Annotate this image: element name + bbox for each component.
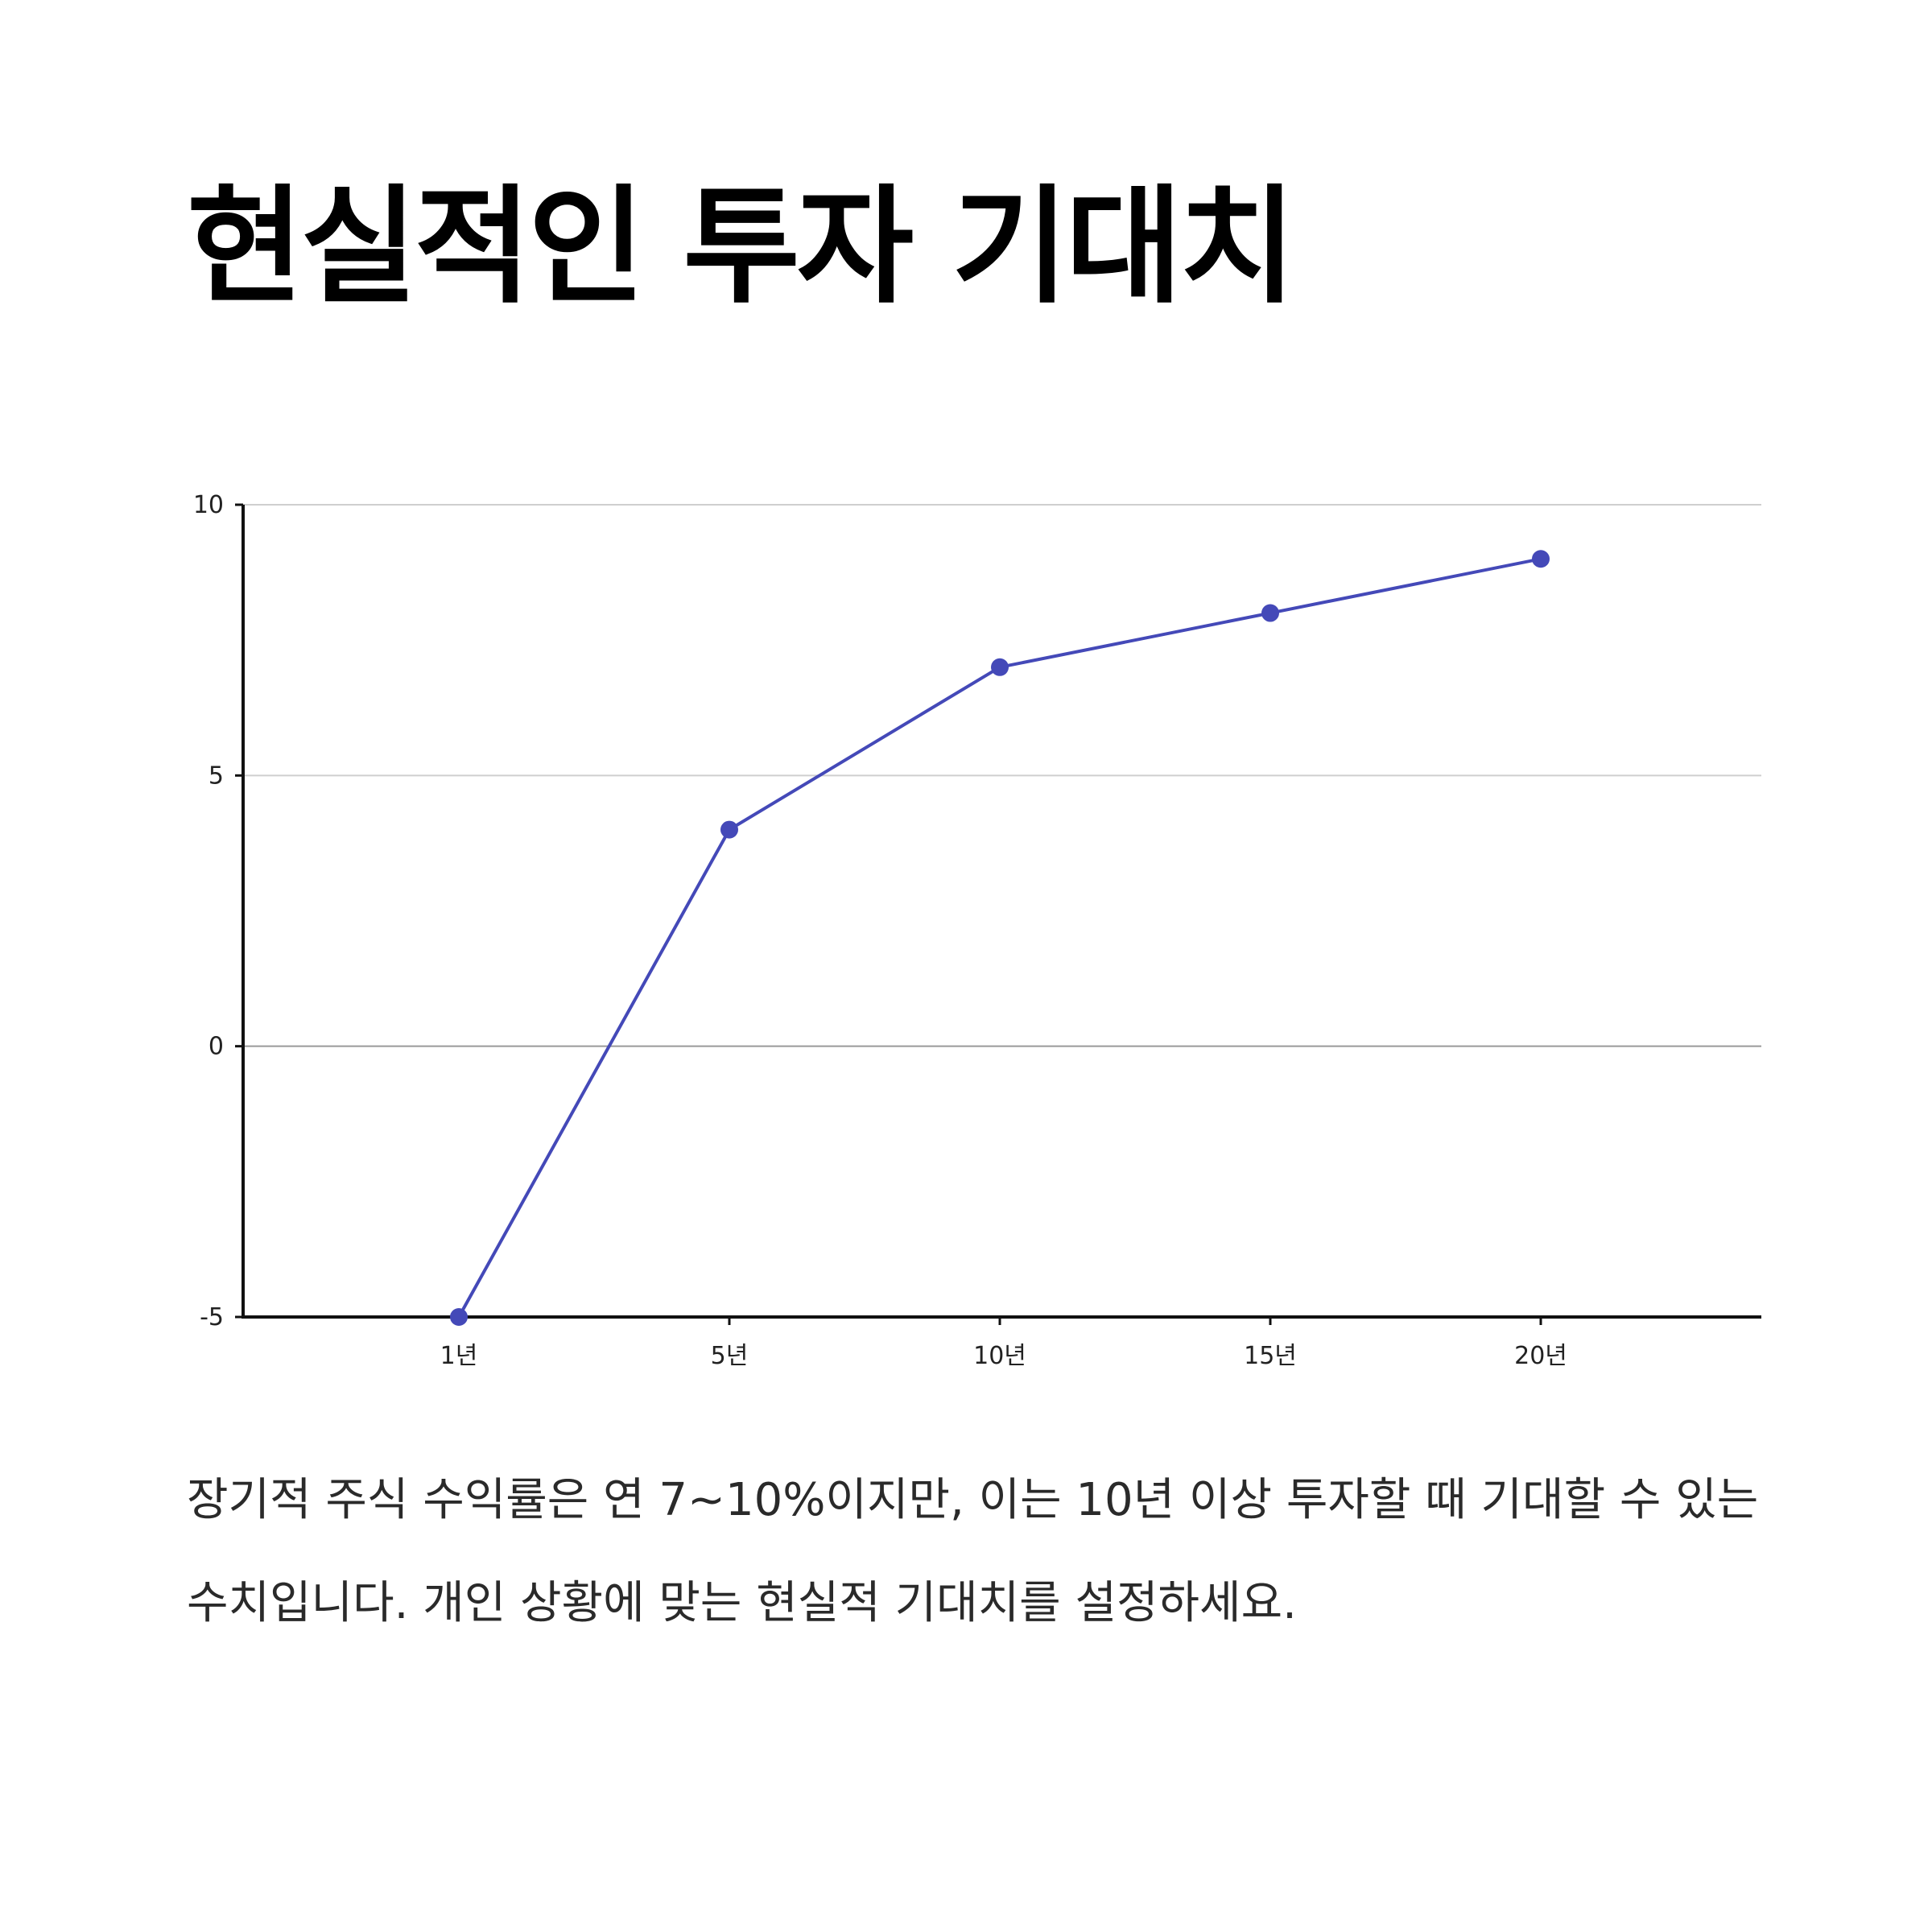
data-point bbox=[991, 658, 1009, 676]
y-tick-label: -5 bbox=[200, 1303, 224, 1331]
x-tick-labels: 1년 5년 10년 15년 20년 bbox=[440, 1342, 1567, 1370]
data-point bbox=[720, 820, 738, 839]
y-tick-labels: -5 0 5 10 bbox=[193, 491, 224, 1331]
page-title: 현실적인 투자 기대치 bbox=[187, 173, 1296, 321]
axes bbox=[235, 503, 1761, 1325]
series bbox=[450, 550, 1550, 1326]
data-point bbox=[1532, 550, 1550, 568]
x-tick-label: 1년 bbox=[440, 1342, 478, 1370]
x-tick-label: 15년 bbox=[1244, 1342, 1297, 1370]
y-tick-label: 0 bbox=[208, 1033, 224, 1061]
caption-text: 장기적 주식 수익률은 연 7~10%이지만, 이는 10년 이상 투자할 때 … bbox=[187, 1474, 1759, 1629]
y-tick-label: 10 bbox=[193, 491, 224, 519]
data-point bbox=[450, 1308, 468, 1326]
x-tick-label: 10년 bbox=[973, 1342, 1026, 1370]
x-tick-label: 20년 bbox=[1514, 1342, 1567, 1370]
data-point bbox=[1261, 604, 1279, 622]
grid-lines bbox=[243, 504, 1761, 1047]
line-chart: -5 0 5 10 1년 5년 10년 15년 20년 bbox=[193, 491, 1761, 1370]
x-tick-label: 5년 bbox=[711, 1342, 749, 1370]
y-tick-label: 5 bbox=[208, 762, 224, 790]
